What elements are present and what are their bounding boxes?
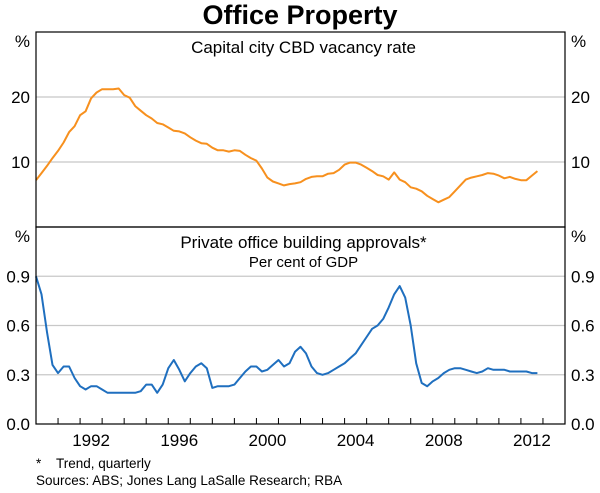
y-unit-right: % [571, 227, 586, 246]
panel-vacancy: 10 10 20 20% % Capital city CBD vacancy rate [11, 31, 590, 228]
footnote-trend: * Trend, quarterly [36, 456, 151, 471]
y-tick-label-left: 10 [11, 153, 30, 172]
y-tick-label-right: 10 [571, 153, 590, 172]
panel-approvals: 0.0 0.0 0.3 0.3 0.6 0.6 0.9 0.9% % Private office… [6, 226, 595, 434]
x-tick-label: 2004 [337, 431, 375, 450]
footnote-sources: Sources: ABS; Jones Lang LaSalle Researc… [36, 473, 342, 488]
y-tick-label-right: 0.6 [571, 317, 595, 336]
y-unit-left: % [15, 227, 30, 246]
y-tick-label-left: 0.9 [6, 267, 30, 286]
y-tick-label-left: 0.3 [6, 366, 30, 385]
y-tick-label-right: 0.9 [571, 267, 595, 286]
y-unit-right: % [571, 32, 586, 51]
x-tick-label: 1996 [160, 431, 198, 450]
y-tick-label-right: 0.3 [571, 366, 595, 385]
chart-title: Office Property [202, 0, 397, 30]
panel-title: Private office building approvals* [180, 233, 427, 252]
footnote-text: * Trend, quarterly [36, 456, 151, 471]
y-tick-label-right: 20 [571, 88, 590, 107]
y-tick-label-right: 0.0 [571, 415, 595, 434]
sources-text: Sources: ABS; Jones Lang LaSalle Researc… [36, 473, 343, 488]
panel-title: Capital city CBD vacancy rate [191, 38, 416, 57]
series-line-approvals [35, 276, 538, 394]
x-tick-label: 1992 [72, 431, 110, 450]
panel-subtitle: Per cent of GDP [249, 254, 358, 271]
y-unit-left: % [15, 32, 30, 51]
x-tick-label: 2008 [425, 431, 463, 450]
y-tick-label-left: 0.0 [6, 415, 30, 434]
panel-frame [35, 31, 566, 228]
x-tick-label: 2000 [249, 431, 287, 450]
y-tick-label-left: 0.6 [6, 317, 30, 336]
series-line-vacancy [35, 87, 539, 204]
x-tick-label: 2012 [513, 431, 551, 450]
y-tick-label-left: 20 [11, 88, 30, 107]
